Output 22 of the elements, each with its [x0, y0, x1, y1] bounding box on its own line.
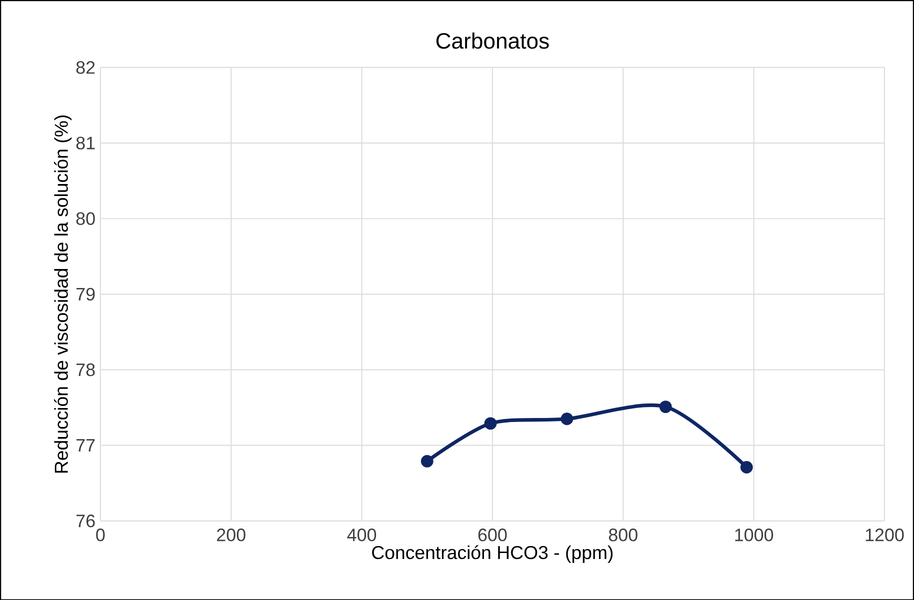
y-axis-title: Reducción de viscosidad de la solución (%): [54, 115, 72, 472]
chart-title: Carbonatos: [436, 32, 549, 49]
x-tick-label: 400: [347, 528, 376, 542]
y-tick-label: 82: [76, 60, 95, 74]
y-tick-label: 79: [76, 288, 95, 300]
point: [659, 400, 672, 413]
point: [484, 417, 497, 430]
y-tick-label: 80: [76, 212, 95, 225]
x-tick-label: 1000: [735, 528, 774, 542]
y-tick-label: 78: [76, 363, 95, 376]
y-tick-label: 77: [76, 438, 95, 452]
x-tick-label: 600: [478, 528, 507, 542]
x-tick-label: 200: [217, 528, 246, 542]
x-axis-title: Concentración HCO3 - (ppm): [372, 545, 613, 563]
point: [420, 454, 434, 468]
x-tick-label: 1200: [866, 528, 904, 542]
x-tick-label: 800: [608, 528, 638, 542]
y-tick-label: 81: [76, 136, 95, 150]
x-tick-label: 0: [96, 528, 105, 542]
point: [560, 412, 574, 425]
y-tick-label: 76: [76, 514, 95, 528]
point: [740, 460, 753, 474]
